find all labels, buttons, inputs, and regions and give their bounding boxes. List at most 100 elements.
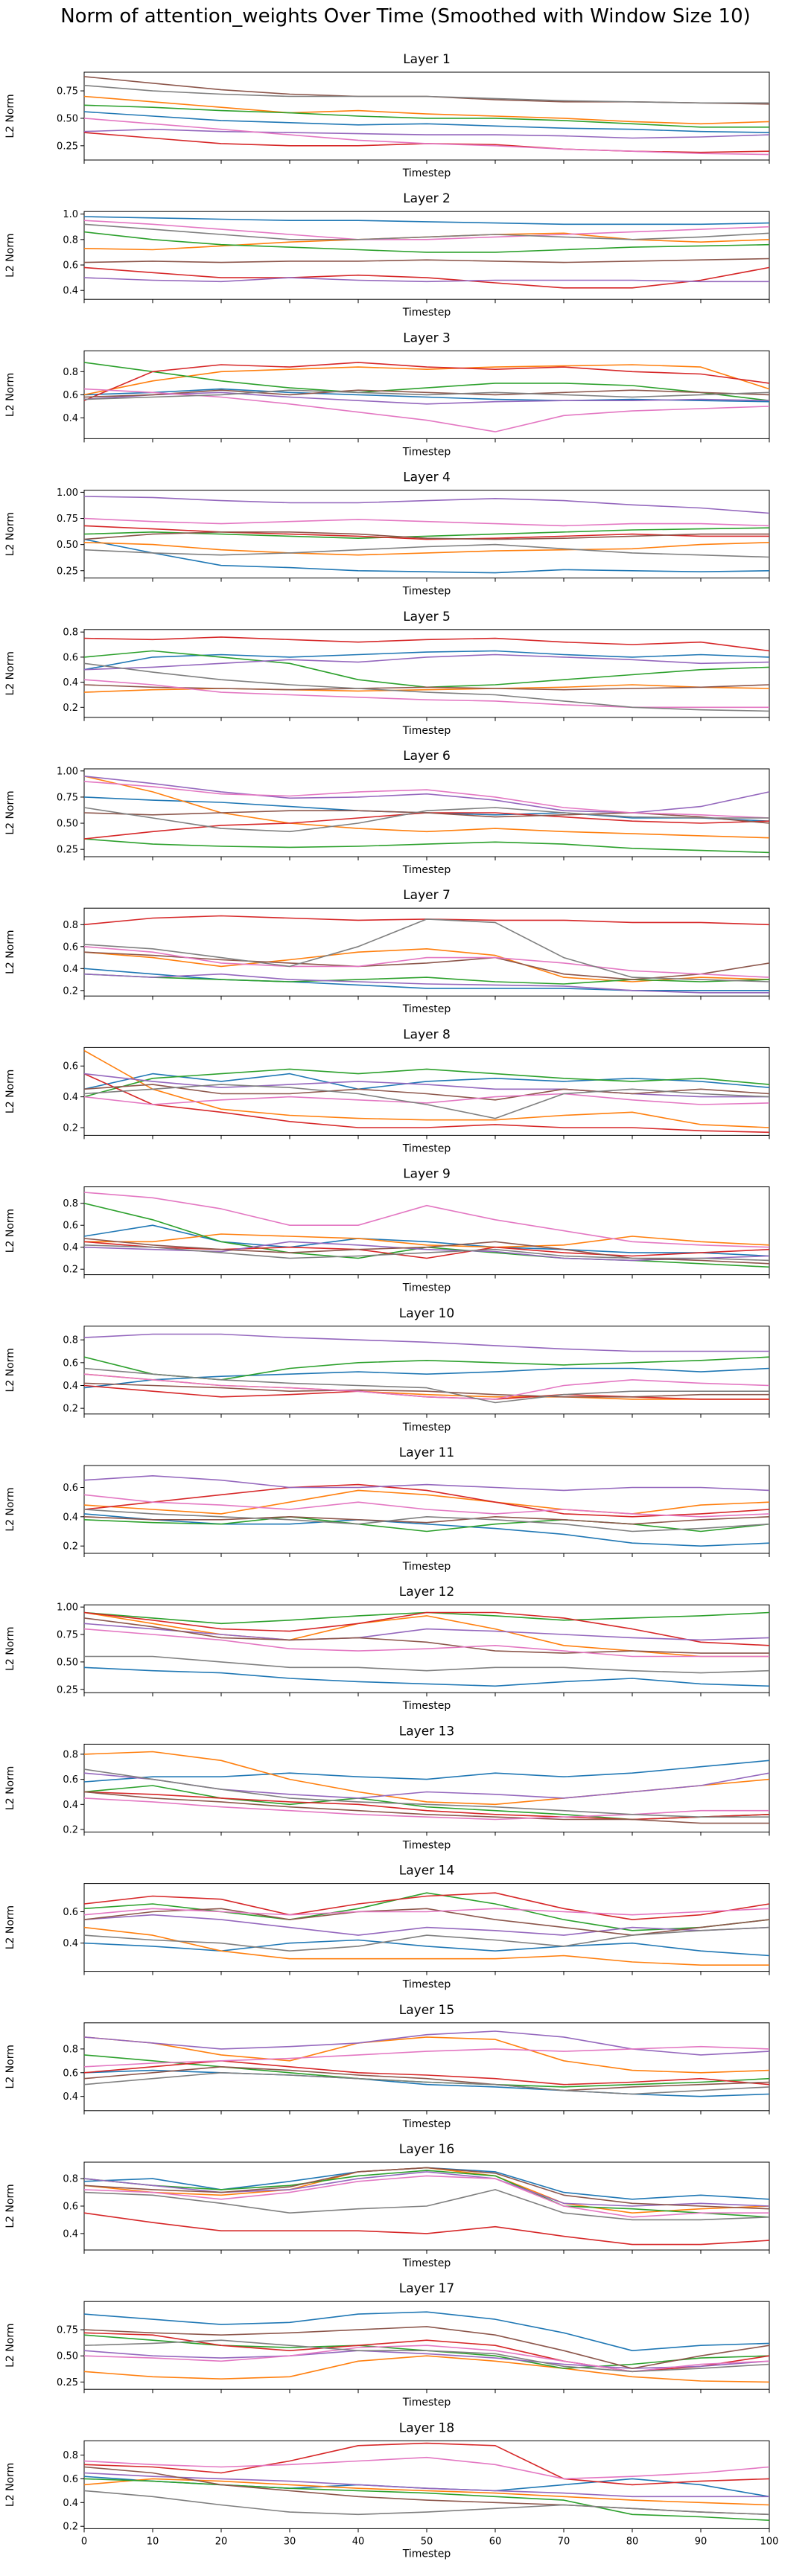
y-axis-label: L2 Norm (4, 651, 16, 695)
y-tick-label: 0.8 (63, 1198, 78, 1209)
y-tick-label: 1.00 (57, 766, 78, 777)
y-axis-label: L2 Norm (4, 1627, 16, 1671)
series-line (83, 946, 770, 978)
series-line (83, 111, 770, 133)
panel-title: Layer 3 (403, 330, 451, 345)
layer-panel: Layer 4 0.25 0.50 0.75 1.00 Timestep L2 Norm (4, 470, 770, 598)
series-line (83, 2355, 770, 2383)
layer-panel: Layer 9 0.2 0.4 0.6 0.8 Timestep L2 Norm (4, 1167, 770, 1294)
y-tick-label: 1.00 (57, 1602, 78, 1614)
series-line (83, 258, 770, 263)
series-line (83, 1617, 769, 1654)
series-line (83, 1073, 770, 1134)
y-axis-label: L2 Norm (4, 930, 16, 974)
y-axis-label: L2 Norm (4, 512, 16, 556)
y-axis-label: L2 Norm (4, 1905, 16, 1949)
x-axis-label: Timestep (402, 446, 451, 458)
y-tick-label: 0.75 (57, 2325, 78, 2336)
series-line (83, 128, 770, 139)
series-line (83, 527, 770, 540)
y-tick-label: 0.50 (57, 113, 78, 124)
series-line (83, 1068, 770, 1098)
panel-title: Layer 17 (399, 2281, 454, 2296)
y-axis-label: L2 Norm (4, 94, 16, 138)
y-axis-label: L2 Norm (4, 1766, 16, 1810)
x-axis-label: Timestep (402, 1422, 451, 1434)
x-axis-label: Timestep (402, 2257, 451, 2269)
panel-title: Layer 18 (399, 2420, 454, 2435)
series-line (83, 1797, 769, 1821)
series-line (83, 132, 770, 153)
y-tick-label: 0.25 (57, 1684, 78, 1696)
x-axis-label: Timestep (402, 167, 451, 179)
series-line (83, 2030, 770, 2056)
series-line (83, 684, 770, 691)
x-axis-label: Timestep (402, 725, 451, 737)
series-line (83, 1926, 769, 1966)
y-axis-label: L2 Norm (4, 1070, 16, 1113)
y-tick-label: 0.4 (63, 677, 78, 688)
y-tick-label: 0.25 (57, 141, 78, 152)
y-tick-label: 0.2 (63, 2522, 78, 2533)
panel-title: Layer 10 (399, 1306, 454, 1321)
y-tick-label: 0.8 (63, 367, 78, 378)
y-tick-label: 0.4 (63, 2091, 78, 2103)
series-line (83, 2311, 770, 2351)
series-line (83, 2456, 770, 2480)
y-tick-label: 0.4 (63, 286, 78, 297)
x-axis-label: Timestep (402, 864, 451, 876)
series-line (83, 2442, 770, 2486)
series-line (83, 1084, 770, 1119)
series-line (83, 391, 770, 405)
y-tick-label: 0.2 (63, 1541, 78, 1553)
x-tick-label: 80 (626, 2536, 639, 2547)
series-line (83, 807, 769, 833)
layer-panel: Layer 1 0.25 0.50 0.75 Timestep L2 Norm (4, 52, 770, 179)
y-tick-label: 0.4 (63, 1381, 78, 1392)
y-tick-label: 0.8 (63, 2044, 78, 2055)
x-axis-label: Timestep (402, 1561, 451, 1573)
y-tick-label: 0.2 (63, 1123, 78, 1134)
series-line (83, 1475, 770, 1492)
y-tick-label: 0.2 (63, 985, 78, 997)
series-line (83, 1373, 770, 1400)
series-line (83, 220, 770, 240)
series-line (84, 1233, 770, 1248)
series-line (83, 1073, 770, 1090)
series-line (83, 223, 770, 240)
panel-title: Layer 4 (403, 470, 451, 485)
series-line (83, 2167, 770, 2210)
series-line (83, 810, 770, 824)
panel-title: Layer 14 (399, 1864, 454, 1879)
y-tick-label: 0.2 (63, 1404, 78, 1415)
series-line (83, 1908, 770, 1936)
series-line (83, 1926, 770, 1952)
layer-panel: Layer 3 0.4 0.6 0.8 Timestep L2 Norm (4, 330, 770, 458)
x-tick-label: 60 (489, 2536, 502, 2547)
y-tick-label: 0.8 (63, 1335, 78, 1346)
series-line (83, 2045, 770, 2068)
y-tick-label: 0.2 (63, 1825, 78, 1836)
y-axis-label: L2 Norm (4, 234, 16, 278)
series-line (83, 364, 770, 396)
series-line (83, 517, 770, 527)
series-line (83, 1516, 770, 1533)
layer-panel: Layer 2 0.4 0.6 0.8 1.0 Timestep L2 Norm (4, 191, 770, 319)
series-line (83, 389, 770, 398)
axes-frame (83, 629, 770, 718)
series-line (83, 776, 770, 839)
x-axis-label: Timestep (402, 1839, 451, 1851)
y-axis-label: L2 Norm (4, 2184, 16, 2228)
y-tick-label: 0.6 (63, 2202, 78, 2213)
series-line (83, 1628, 769, 1658)
y-tick-label: 0.4 (63, 413, 78, 424)
y-tick-label: 0.6 (63, 1774, 78, 1786)
series-line (83, 2171, 770, 2207)
y-tick-label: 0.4 (63, 1092, 78, 1103)
y-tick-label: 1.0 (63, 209, 78, 220)
series-line (83, 636, 770, 652)
y-tick-label: 0.50 (57, 1657, 78, 1668)
x-tick-label: 10 (147, 2536, 159, 2547)
series-line (83, 76, 770, 105)
x-axis-label: Timestep (402, 1282, 451, 1294)
